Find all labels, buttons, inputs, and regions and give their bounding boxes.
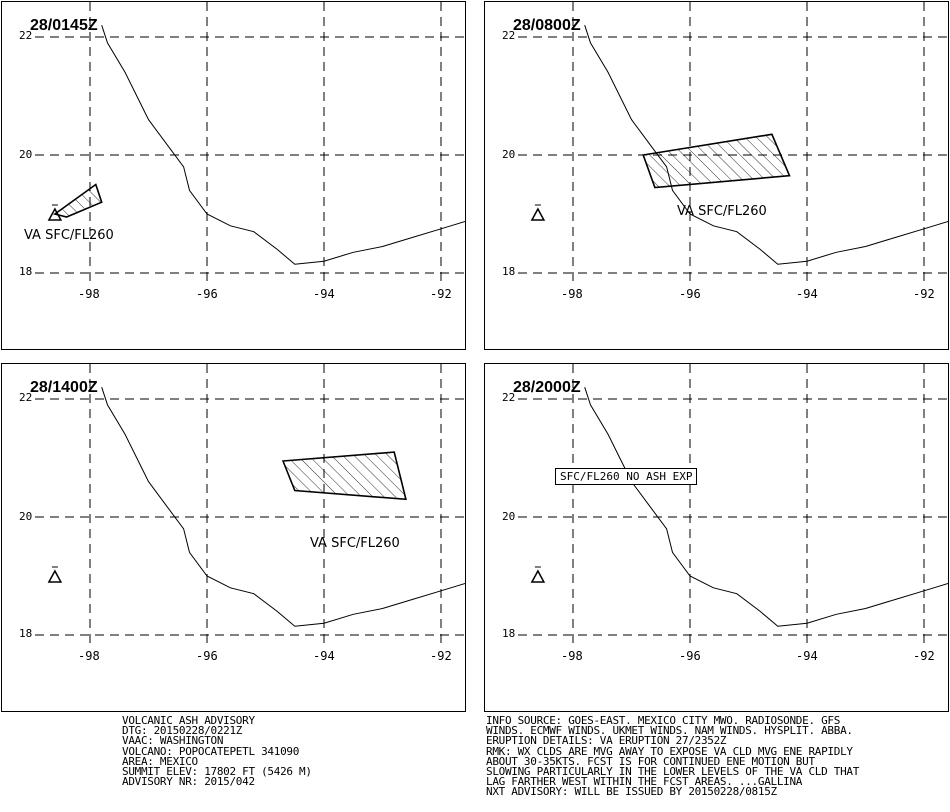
- lon-label-92: -92: [913, 287, 935, 301]
- remarks-line: WINDS. ECMWF WINDS. UKMET WINDS. NAM WIN…: [486, 724, 853, 738]
- panel-time-label: 28/2000Z: [513, 379, 581, 396]
- lat-label-20: 20: [502, 510, 516, 523]
- remarks-line: SLOWING PARTICULARLY IN THE LOWER LEVELS…: [486, 764, 860, 778]
- lat-label-18: 18: [19, 265, 33, 278]
- no-ash-expected-box: SFC/FL260 NO ASH EXP: [555, 468, 698, 485]
- map-canvas: [518, 2, 948, 285]
- lon-label-98: -98: [561, 287, 583, 301]
- coastline: [584, 387, 948, 627]
- ash-cloud-polygon: [642, 133, 791, 189]
- forecast-panel-0145z: 28/0145Z 22 20 18 -98 -96 -94 -92 VA SFC…: [1, 1, 466, 350]
- lon-label-92: -92: [430, 287, 452, 301]
- lon-label-94: -94: [313, 649, 335, 663]
- lon-label-94: -94: [313, 287, 335, 301]
- remarks-line: ERUPTION DETAILS: VA ERUPTION 27/2352Z: [486, 734, 727, 748]
- lon-label-96: -96: [196, 287, 218, 301]
- lon-label-94: -94: [796, 649, 818, 663]
- lon-label-96: -96: [679, 649, 701, 663]
- advisory-header-block: VOLCANIC ASH ADVISORY DTG: 20150228/0221…: [122, 714, 312, 789]
- lon-label-98: -98: [78, 287, 100, 301]
- forecast-panel-0800z: 28/0800Z 22 20 18 -98 -96 -94 -92 VA SFC…: [484, 1, 949, 350]
- lat-label-22: 22: [19, 29, 33, 42]
- forecast-panel-1400z: 28/1400Z 22 20 18 -98 -96 -94 -92 VA SFC…: [1, 363, 466, 712]
- volcano-triangle-icon: [530, 207, 546, 221]
- lat-label-20: 20: [19, 148, 33, 161]
- volcano-triangle-icon: [530, 569, 546, 583]
- ash-cloud-label: VA SFC/FL260: [24, 228, 114, 243]
- lat-label-18: 18: [19, 627, 33, 640]
- map-canvas: [518, 364, 948, 647]
- advisory-line: DTG: 20150228/0221Z: [122, 724, 243, 738]
- coastline: [101, 25, 465, 265]
- advisory-line: ADVISORY NR: 2015/042: [122, 775, 255, 789]
- lon-label-92: -92: [430, 649, 452, 663]
- advisory-remarks-block: INFO SOURCE: GOES-EAST. MEXICO CITY MWO.…: [486, 714, 860, 799]
- advisory-line: AREA: MEXICO: [122, 754, 198, 768]
- ash-cloud-polygon: [281, 451, 407, 501]
- lat-label-22: 22: [502, 391, 516, 404]
- volcano-triangle-icon: [47, 569, 63, 583]
- lat-label-18: 18: [502, 627, 516, 640]
- lon-label-92: -92: [913, 649, 935, 663]
- map-canvas: [35, 364, 465, 647]
- advisory-line: VOLCANO: POPOCATEPETL 341090: [122, 744, 300, 758]
- coastline: [101, 387, 465, 627]
- lat-label-18: 18: [502, 265, 516, 278]
- ash-cloud-polygon: [53, 183, 103, 218]
- panel-time-label: 28/0800Z: [513, 17, 581, 34]
- lat-label-20: 20: [19, 510, 33, 523]
- remarks-line: ABOUT 30-35KTS. FCST IS FOR CONTINUED EN…: [486, 754, 815, 768]
- remarks-line: RMK: WX CLDS ARE MVG AWAY TO EXPOSE VA C…: [486, 744, 853, 758]
- lat-label-22: 22: [19, 391, 33, 404]
- coastline: [584, 25, 948, 265]
- panel-time-label: 28/0145Z: [30, 17, 98, 34]
- lon-label-96: -96: [196, 649, 218, 663]
- lat-label-20: 20: [502, 148, 516, 161]
- advisory-line: VAAC: WASHINGTON: [122, 734, 224, 748]
- advisory-line: VOLCANIC ASH ADVISORY: [122, 714, 255, 727]
- lon-label-94: -94: [796, 287, 818, 301]
- ash-cloud-label: VA SFC/FL260: [310, 536, 400, 551]
- advisory-line: SUMMIT ELEV: 17802 FT (5426 M): [122, 764, 312, 778]
- lon-label-98: -98: [78, 649, 100, 663]
- remarks-line: INFO SOURCE: GOES-EAST. MEXICO CITY MWO.…: [486, 714, 841, 727]
- lon-label-98: -98: [561, 649, 583, 663]
- forecast-panel-2000z: 28/2000Z 22 20 18 -98 -96 -94 -92 SFC/FL…: [484, 363, 949, 712]
- ash-cloud-label: VA SFC/FL260: [677, 204, 767, 219]
- lat-label-22: 22: [502, 29, 516, 42]
- volcano-triangle-icon: [47, 207, 63, 221]
- lon-label-96: -96: [679, 287, 701, 301]
- panel-time-label: 28/1400Z: [30, 379, 98, 396]
- remarks-line: NXT ADVISORY: WILL BE ISSUED BY 20150228…: [486, 785, 777, 799]
- map-canvas: [35, 2, 465, 285]
- remarks-line: LAG FARTHER WEST WITHIN THE FCST AREAS. …: [486, 775, 803, 789]
